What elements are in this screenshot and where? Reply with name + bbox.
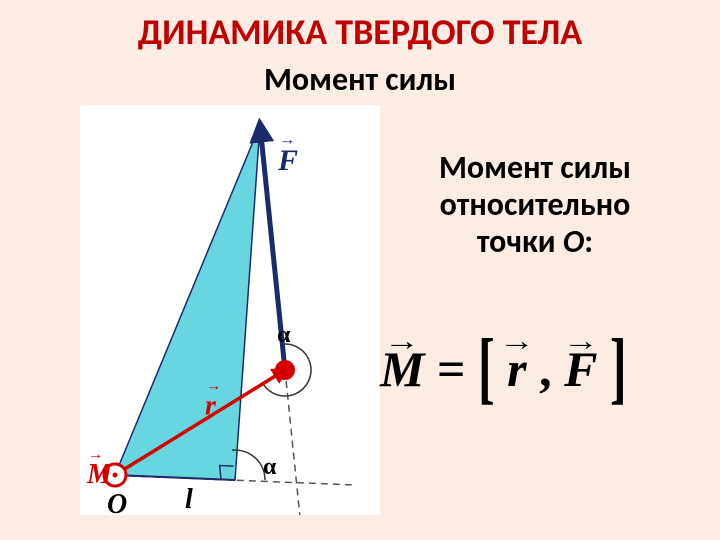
svg-text:α: α — [263, 454, 277, 480]
formula-rbracket: ] — [610, 320, 627, 413]
subtitle: Момент силы — [0, 60, 720, 99]
formula: M = [ r , F ] — [380, 340, 690, 398]
diagram-container: F→r→M→Olαα — [80, 105, 380, 515]
svg-text:O: O — [107, 489, 127, 515]
desc-line3-prefix: точки — [477, 222, 563, 261]
formula-F: F — [564, 340, 597, 398]
description-text: Момент силы относительно точки O: — [390, 150, 680, 260]
desc-line3-suffix: : — [584, 222, 593, 261]
desc-line1: Момент силы — [439, 148, 631, 187]
svg-text:r: r — [205, 391, 217, 422]
desc-line2: относительно — [440, 185, 631, 224]
svg-text:l: l — [185, 484, 193, 515]
svg-text:F: F — [277, 144, 298, 177]
page-root: ДИНАМИКА ТВЕРДОГО ТЕЛА Момент силы F→r→M… — [0, 0, 720, 540]
svg-text:M: M — [86, 459, 113, 490]
formula-r: r — [507, 340, 526, 398]
main-title: ДИНАМИКА ТВЕРДОГО ТЕЛА — [0, 10, 720, 54]
svg-text:→: → — [279, 130, 296, 149]
formula-M: M — [380, 340, 424, 398]
desc-line3-var: O — [563, 222, 584, 261]
svg-text:α: α — [277, 322, 291, 348]
svg-text:→: → — [206, 378, 221, 395]
moment-diagram: F→r→M→Olαα — [80, 105, 380, 515]
formula-lbracket: [ — [478, 320, 495, 413]
formula-eq: = — [424, 341, 478, 397]
svg-text:→: → — [88, 446, 103, 463]
